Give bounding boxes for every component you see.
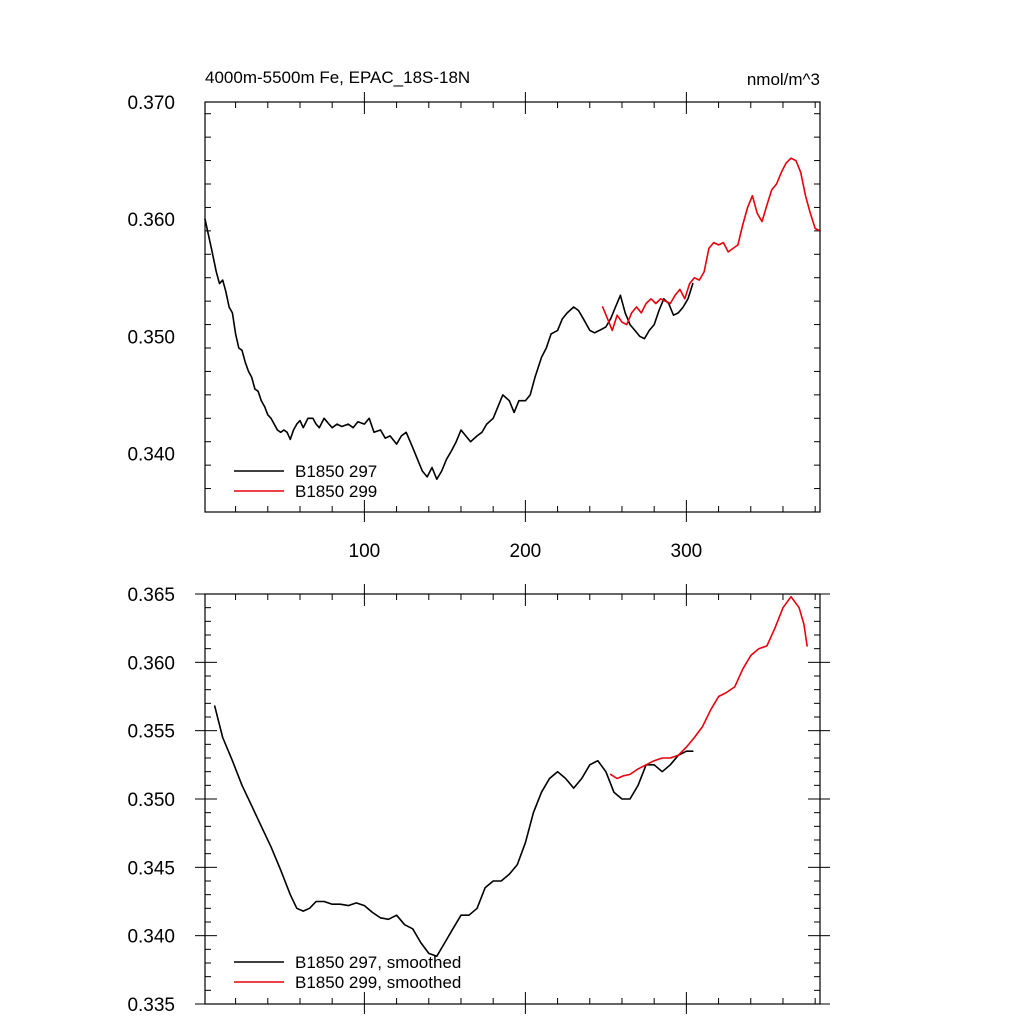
legend-label-b1850-299-smoothed: B1850 299, smoothed (295, 973, 461, 992)
series-line-b1850-299 (601, 157, 821, 332)
bottom-panel: 0.335 0.340 0.345 0.350 0.355 0.360 0.365 B185… (127, 584, 830, 1016)
y-tick-label: 0.340 (127, 927, 175, 948)
legend-label-b1850-297: B1850 297 (295, 462, 377, 481)
y-tick-label: 0.350 (127, 790, 175, 811)
panel-units-label: nmol/m^3 (747, 70, 820, 89)
plot-frame (204, 593, 821, 1005)
plot-frame (204, 101, 821, 513)
x-tick-label: 200 (510, 541, 542, 562)
y-tick-label: 0.345 (127, 858, 175, 879)
legend-label-b1850-297-smoothed: B1850 297, smoothed (295, 953, 461, 972)
series-line-b1850-297-smoothed (213, 705, 694, 958)
y-tick-label: 0.360 (127, 210, 175, 231)
axis-ticks: 0.335 0.340 0.345 0.350 0.355 0.360 0.365 (127, 584, 830, 1016)
legend-label-b1850-299: B1850 299 (295, 482, 377, 501)
y-tick-label: 0.365 (127, 585, 175, 606)
y-tick-label: 0.370 (127, 93, 175, 114)
x-tick-label: 300 (671, 541, 703, 562)
axis-ticks: 100 200 300 0.340 0.350 0.360 0.370 (127, 92, 820, 562)
top-panel: 4000m-5500m Fe, EPAC_18S-18N nmol/m^3 10… (127, 68, 821, 562)
y-tick-label: 0.355 (127, 722, 175, 743)
series-line-b1850-299-smoothed (609, 595, 808, 780)
panel-title: 4000m-5500m Fe, EPAC_18S-18N (205, 68, 470, 87)
legend: B1850 297 B1850 299 (234, 462, 377, 501)
series-lines (213, 595, 808, 958)
y-tick-label: 0.360 (127, 653, 175, 674)
legend: B1850 297, smoothed B1850 299, smoothed (234, 953, 461, 992)
y-tick-label: 0.340 (127, 444, 175, 465)
x-tick-label: 100 (349, 541, 381, 562)
series-lines (204, 157, 821, 481)
y-tick-label: 0.350 (127, 327, 175, 348)
y-tick-label: 0.335 (127, 995, 175, 1016)
series-line-b1850-297 (204, 218, 694, 481)
